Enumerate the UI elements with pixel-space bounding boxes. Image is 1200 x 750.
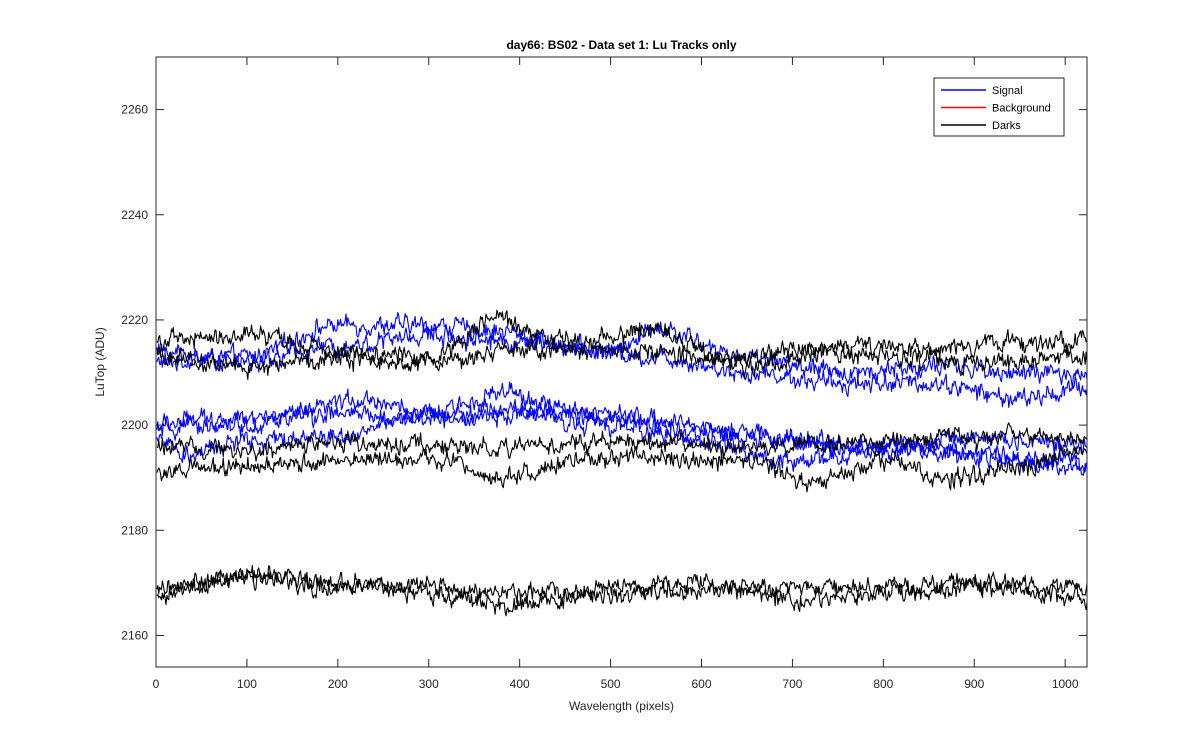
legend: Signal Background Darks bbox=[933, 77, 1065, 137]
x-tick-label: 400 bbox=[510, 677, 530, 691]
x-tick-label: 800 bbox=[873, 677, 893, 691]
y-tick-label: 2260 bbox=[121, 103, 148, 117]
x-tick-label: 0 bbox=[153, 677, 160, 691]
series-line-signal bbox=[156, 398, 1088, 474]
x-tick-label: 600 bbox=[691, 677, 711, 691]
series-line-darks bbox=[156, 565, 1088, 607]
series-line-darks bbox=[156, 309, 1088, 379]
series-line-signal bbox=[156, 321, 1088, 390]
y-tick-label: 2160 bbox=[121, 628, 148, 642]
axes-box bbox=[155, 56, 1088, 668]
legend-label-darks: Darks bbox=[992, 120, 1021, 132]
x-tick-label: 900 bbox=[964, 677, 984, 691]
series-line-darks bbox=[156, 443, 1088, 493]
y-axis-label: LuTop (ADU) bbox=[93, 327, 107, 396]
series-line-darks bbox=[156, 564, 1088, 617]
series-line-darks bbox=[156, 422, 1088, 462]
series-layer bbox=[156, 309, 1088, 617]
x-tick-label: 200 bbox=[328, 677, 348, 691]
y-tick-label: 2240 bbox=[121, 208, 148, 222]
legend-label-background: Background bbox=[992, 103, 1051, 115]
series-line-darks bbox=[156, 337, 1088, 380]
y-axis-ticks: 2160 2180 2200 2220 2240 2260 bbox=[121, 103, 1087, 642]
legend-label-signal: Signal bbox=[992, 85, 1023, 97]
y-tick-label: 2220 bbox=[121, 313, 148, 327]
y-tick-label: 2180 bbox=[121, 523, 148, 537]
x-tick-label: 1000 bbox=[1052, 677, 1079, 691]
y-tick-label: 2200 bbox=[121, 418, 148, 432]
series-line-signal bbox=[156, 312, 1088, 408]
x-axis-ticks: 0 100 200 300 400 500 600 700 800 900 1000 bbox=[153, 57, 1079, 691]
x-tick-label: 100 bbox=[237, 677, 257, 691]
x-tick-label: 500 bbox=[601, 677, 621, 691]
chart-title: day66: BS02 - Data set 1: Lu Tracks only bbox=[506, 38, 736, 52]
x-tick-label: 300 bbox=[419, 677, 439, 691]
x-tick-label: 700 bbox=[782, 677, 802, 691]
series-line-signal bbox=[156, 402, 1088, 472]
x-axis-label: Wavelength (pixels) bbox=[569, 699, 674, 713]
